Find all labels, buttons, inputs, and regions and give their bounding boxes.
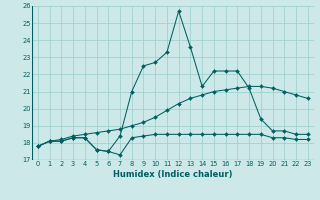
X-axis label: Humidex (Indice chaleur): Humidex (Indice chaleur): [113, 170, 233, 179]
